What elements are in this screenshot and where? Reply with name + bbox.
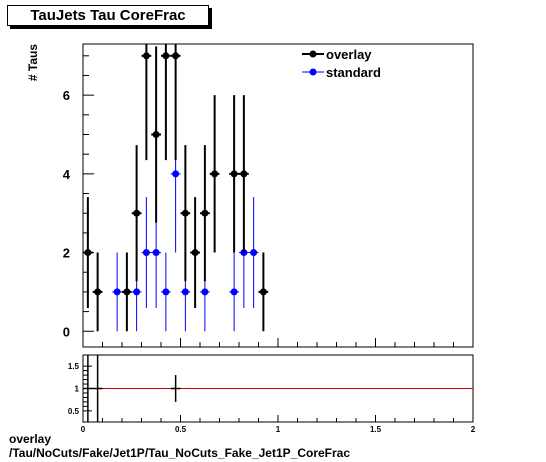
overlay-point	[162, 52, 170, 60]
y-tick-label: 6	[63, 88, 70, 103]
overlay-point	[94, 288, 102, 296]
overlay-point	[230, 170, 238, 178]
standard-point	[230, 288, 238, 296]
x-tick-label: 1	[276, 425, 281, 434]
x-tick-label: 0.5	[175, 425, 187, 434]
standard-point	[152, 249, 160, 257]
x-tick-label: 2	[471, 425, 476, 434]
legend-standard-label: standard	[326, 65, 381, 80]
standard-point	[250, 249, 258, 257]
overlay-point	[211, 170, 219, 178]
overlay-point	[123, 288, 131, 296]
title-box: TauJets Tau CoreFrac	[7, 5, 209, 26]
ratio-y-tick-label: 0.5	[68, 407, 80, 416]
overlay-point	[201, 209, 209, 217]
overlay-point	[172, 52, 180, 60]
standard-point	[172, 170, 180, 178]
standard-point	[162, 288, 170, 296]
y-tick-label: 4	[63, 167, 71, 182]
overlay-point	[142, 52, 150, 60]
ratio-plot-data	[83, 355, 473, 422]
standard-point	[142, 249, 150, 257]
y-tick-label: 0	[63, 324, 70, 339]
standard-point	[201, 288, 209, 296]
plot-title: TauJets Tau CoreFrac	[30, 7, 186, 24]
overlay-point	[259, 288, 267, 296]
x-tick-label: 0	[81, 425, 86, 434]
overlay-point	[133, 209, 141, 217]
standard-point	[133, 288, 141, 296]
ratio-plot-frame: 0.511.50 0.5 1 1.5 2	[68, 354, 476, 434]
ratio-y-tick-label: 1	[75, 385, 80, 394]
footer-path: /Tau/NoCuts/Fake/Jet1P/Tau_NoCuts_Fake_J…	[9, 446, 351, 460]
x-tick-label: 1.5	[370, 425, 382, 434]
overlay-point	[191, 249, 199, 257]
main-plot-frame: 0 2 4 6 # Taus	[26, 43, 474, 348]
legend-overlay-label: overlay	[326, 47, 372, 62]
main-plot-border	[82, 43, 474, 348]
standard-point	[181, 288, 189, 296]
ratio-y-tick-label: 1.5	[68, 362, 80, 371]
main-plot-data	[83, 44, 269, 332]
y-axis-label: # Taus	[26, 44, 40, 81]
standard-point	[113, 288, 121, 296]
overlay-point	[84, 249, 92, 257]
overlay-point	[240, 170, 248, 178]
legend-overlay-marker	[309, 50, 317, 58]
overlay-point	[181, 209, 189, 217]
overlay-point	[152, 131, 160, 139]
legend: overlay standard	[302, 47, 381, 80]
footer-label: overlay	[9, 432, 52, 446]
y-tick-label: 2	[63, 246, 70, 261]
legend-standard-marker	[309, 68, 317, 76]
